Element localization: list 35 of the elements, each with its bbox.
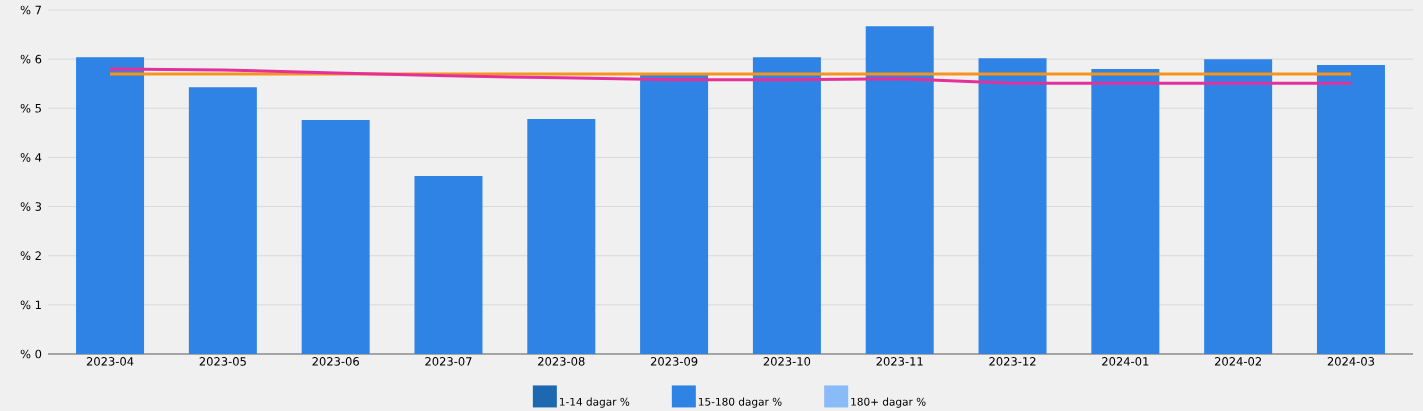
x-tick-label: 2023-09 — [650, 356, 698, 366]
bar — [1091, 68, 1160, 354]
bar — [76, 57, 145, 354]
x-tick-label: 2024-01 — [1102, 356, 1149, 366]
y-tick-label: % 6 — [20, 54, 42, 64]
bar — [527, 118, 596, 354]
x-tick-label: 2023-06 — [312, 356, 359, 366]
bar — [978, 58, 1047, 354]
bar — [414, 175, 483, 354]
bar — [301, 119, 370, 354]
legend-label: 180+ dagar % — [851, 397, 926, 408]
y-tick-label: % 1 — [20, 300, 41, 310]
legend-label: 1-14 dagar % — [559, 397, 630, 408]
bar — [1316, 64, 1385, 354]
y-tick-label: % 0 — [20, 349, 42, 359]
x-tick-label: 2024-02 — [1214, 356, 1262, 366]
x-tick-label: 2023-11 — [876, 356, 923, 366]
bar — [865, 26, 934, 354]
y-tick-label: % 4 — [20, 152, 42, 162]
y-tick-label: % 3 — [20, 202, 42, 211]
x-tick-label: 2023-10 — [763, 356, 811, 366]
y-tick-label: % 5 — [20, 103, 41, 113]
x-tick-label: 2023-04 — [86, 356, 134, 366]
y-tick-label: % 7 — [20, 5, 41, 15]
bar — [640, 74, 709, 354]
bar — [188, 87, 257, 354]
x-tick-label: 2023-07 — [425, 356, 472, 366]
bar — [1204, 59, 1273, 354]
x-tick-label: 2024-03 — [1327, 356, 1375, 366]
bar — [752, 57, 821, 354]
x-tick-label: 2023-05 — [199, 356, 246, 366]
legend-label: 15-180 dagar % — [698, 397, 782, 408]
y-tick-label: % 2 — [20, 251, 41, 260]
x-tick-label: 2023-12 — [989, 356, 1036, 366]
x-tick-label: 2023-08 — [538, 356, 585, 366]
